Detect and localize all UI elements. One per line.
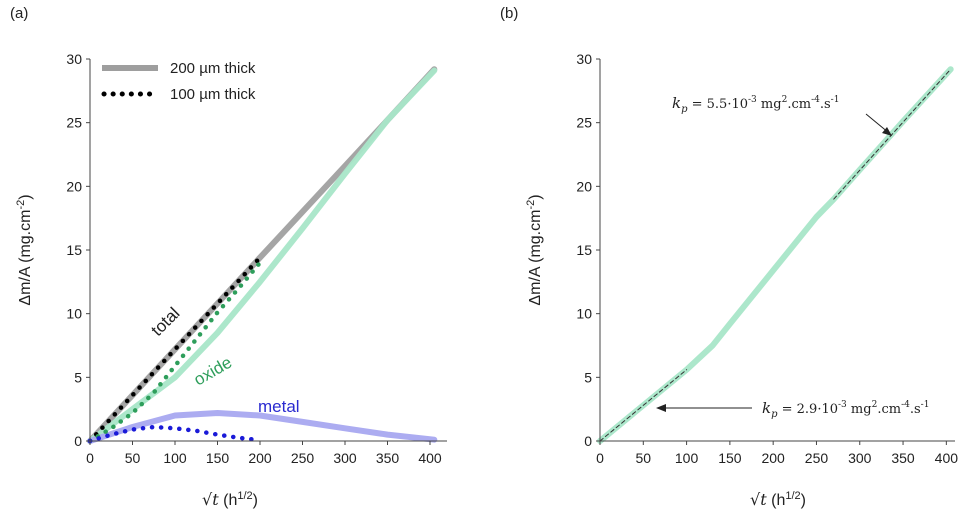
x-tick-label-a: 400 bbox=[418, 450, 442, 466]
panel-label-b: (b) bbox=[500, 5, 518, 22]
x-tick-label-a: 350 bbox=[376, 450, 400, 466]
x-tick-label-a: 200 bbox=[248, 450, 272, 466]
y-axis-label-a: Δm/A (mg.cm-2) bbox=[15, 194, 34, 305]
y-tick-label-a: 0 bbox=[74, 433, 82, 449]
y-tick-label-a: 15 bbox=[66, 242, 82, 258]
series-b-fit-1-dashed bbox=[599, 369, 688, 442]
y-tick-label-a: 5 bbox=[74, 369, 82, 385]
annotation-kp-lower: kp = 2.9·10-3 mg2.cm-4.s-1 bbox=[762, 399, 929, 420]
x-tick-label-a: 0 bbox=[86, 450, 94, 466]
x-tick-label-a: 300 bbox=[333, 450, 357, 466]
x-tick-label-b: 150 bbox=[718, 450, 742, 466]
x-tick-label-b: 50 bbox=[636, 450, 652, 466]
x-tick-label-a: 150 bbox=[206, 450, 230, 466]
series-b-fit-2-dashed bbox=[833, 68, 952, 200]
y-tick-label-b: 30 bbox=[576, 51, 592, 67]
y-tick-label-a: 25 bbox=[66, 115, 82, 131]
annotation-kp-upper: kp = 5.5·10-3 mg2.cm-4.s-1 bbox=[672, 94, 839, 115]
y-tick-label-b: 10 bbox=[576, 306, 592, 322]
x-tick-label-a: 50 bbox=[125, 450, 141, 466]
x-tick-label-b: 400 bbox=[935, 450, 959, 466]
series-a-metal-dotted bbox=[87, 424, 259, 444]
x-tick-label-a: 250 bbox=[291, 450, 315, 466]
y-tick-label-a: 20 bbox=[66, 178, 82, 194]
y-tick-label-b: 25 bbox=[576, 115, 592, 131]
y-tick-label-a: 30 bbox=[66, 51, 82, 67]
x-tick-label-b: 250 bbox=[805, 450, 829, 466]
annotation-total: total bbox=[147, 304, 183, 340]
annotation-metal: metal bbox=[258, 397, 300, 416]
series-b-oxide-solid bbox=[597, 66, 954, 444]
x-tick-label-b: 0 bbox=[596, 450, 604, 466]
y-axis-label-b: Δm/A (mg.cm-2) bbox=[525, 194, 544, 305]
y-tick-label-b: 20 bbox=[576, 178, 592, 194]
y-tick-label-b: 0 bbox=[584, 433, 592, 449]
arrowhead-upper-icon bbox=[882, 127, 892, 136]
series-a-metal-solid bbox=[87, 410, 438, 444]
arrowhead-lower-icon bbox=[656, 404, 666, 412]
legend-label-100um: 100 µm thick bbox=[170, 86, 256, 103]
x-tick-label-b: 300 bbox=[848, 450, 872, 466]
legend-label-200um: 200 µm thick bbox=[170, 60, 256, 77]
x-tick-label-a: 100 bbox=[163, 450, 187, 466]
y-tick-label-b: 5 bbox=[584, 369, 592, 385]
x-axis-label-a: √t (h1/2) bbox=[202, 490, 258, 509]
x-tick-label-b: 350 bbox=[891, 450, 915, 466]
y-tick-label-a: 10 bbox=[66, 306, 82, 322]
x-tick-label-b: 100 bbox=[675, 450, 699, 466]
x-tick-label-b: 200 bbox=[761, 450, 785, 466]
y-tick-label-b: 15 bbox=[576, 242, 592, 258]
series-a-total-dotted bbox=[87, 255, 263, 444]
x-axis-label-b: √t (h1/2) bbox=[750, 490, 806, 509]
panel-label-a: (a) bbox=[10, 5, 28, 22]
legend: 200 µm thick 100 µm thick bbox=[101, 60, 256, 103]
